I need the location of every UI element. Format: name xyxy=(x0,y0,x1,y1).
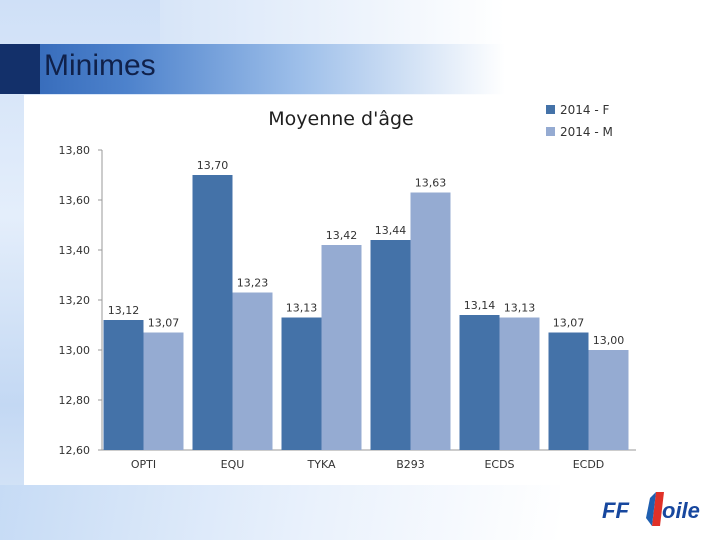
y-tick-label: 13,00 xyxy=(59,344,91,357)
bars xyxy=(103,175,629,450)
bar-tyka-f xyxy=(281,317,322,450)
bar-equ-m xyxy=(232,292,273,450)
bar-equ-f xyxy=(192,175,233,450)
legend-swatch xyxy=(546,105,555,114)
bar-b293-m xyxy=(410,192,451,450)
data-label: 13,23 xyxy=(237,277,269,290)
x-tick-label: ECDD xyxy=(573,458,605,471)
ffvoile-logo: FF oile xyxy=(602,492,700,526)
y-tick-label: 12,60 xyxy=(59,444,91,457)
data-label: 13,44 xyxy=(375,224,407,237)
bar-chart: Moyenne d'âge 12,6012,8013,0013,2013,401… xyxy=(59,103,636,471)
x-tick-label: OPTI xyxy=(131,458,156,471)
chart-panel: Moyenne d'âge 12,60 12,80 13,00 13,20 13,40 1… xyxy=(24,95,642,485)
bar-opti-f xyxy=(103,320,144,450)
data-label: 13,13 xyxy=(504,302,536,315)
data-label: 13,07 xyxy=(148,317,180,330)
data-label: 13,13 xyxy=(286,302,318,315)
bar-b293-f xyxy=(370,240,411,450)
y-tick-label: 13,40 xyxy=(59,244,91,257)
data-label: 13,42 xyxy=(326,229,358,242)
x-tick-label: B293 xyxy=(396,458,425,471)
data-label: 13,12 xyxy=(108,304,140,317)
bar-tyka-m xyxy=(321,245,362,450)
legend-label: 2014 - F xyxy=(560,103,609,117)
data-label: 13,00 xyxy=(593,334,625,347)
data-label: 13,63 xyxy=(415,177,447,190)
y-tick-label: 13,80 xyxy=(59,144,91,157)
x-tick-label: ECDS xyxy=(484,458,514,471)
x-tick-label: TYKA xyxy=(307,458,336,471)
svg-text:oile: oile xyxy=(662,498,700,523)
data-label: 13,07 xyxy=(553,317,585,330)
data-labels: 13,12 13,07 13,70 13,23 13,13 13,42 13,44 13,63… xyxy=(108,159,625,347)
y-tick-label: 12,80 xyxy=(59,394,91,407)
legend: 2014 - F 2014 - M xyxy=(546,103,613,139)
x-tick-label: EQU xyxy=(221,458,245,471)
bar-ecdd-m xyxy=(588,350,629,450)
chart-title: Moyenne d'âge xyxy=(268,108,413,130)
title-band xyxy=(0,44,505,94)
background-bottom xyxy=(0,485,560,540)
svg-text:FF: FF xyxy=(602,498,629,523)
slide-title: Minimes xyxy=(44,49,156,82)
legend-swatch xyxy=(546,127,555,136)
data-label: 13,14 xyxy=(464,299,496,312)
y-tick-label: 13,60 xyxy=(59,194,91,207)
axes: 12,60 12,80 13,00 13,20 13,40 13,60 13,80 OPTI E… xyxy=(59,144,636,471)
title-accent xyxy=(0,44,40,94)
bar-opti-m xyxy=(143,332,184,450)
y-tick-label: 13,20 xyxy=(59,294,91,307)
legend-label: 2014 - M xyxy=(560,125,613,139)
data-label: 13,70 xyxy=(197,159,229,172)
bar-ecds-m xyxy=(499,317,540,450)
bar-ecdd-f xyxy=(548,332,589,450)
bar-ecds-f xyxy=(459,315,500,450)
